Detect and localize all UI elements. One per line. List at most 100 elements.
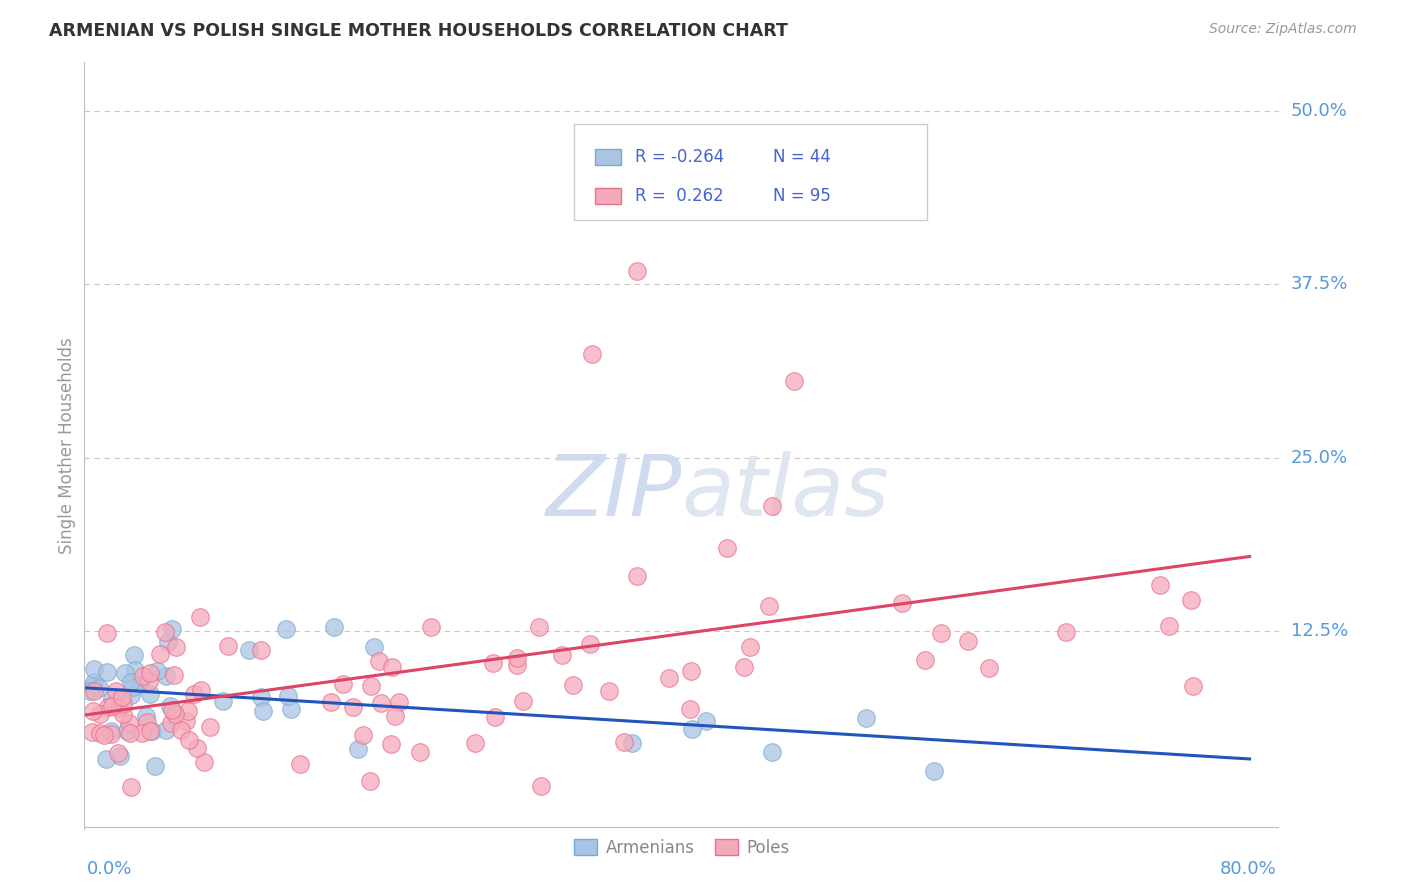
Point: [679, 665, 702, 679]
Text: atlas: atlas: [682, 450, 890, 533]
Point: [198, 720, 221, 734]
Point: [160, 716, 183, 731]
Bar: [595, 149, 621, 165]
Point: [139, 724, 162, 739]
Point: [114, 666, 136, 681]
Point: [733, 659, 755, 673]
Point: [83, 684, 105, 698]
Point: [183, 687, 205, 701]
Text: Source: ZipAtlas.com: Source: ZipAtlas.com: [1209, 22, 1357, 37]
Point: [380, 737, 402, 751]
Point: [128, 677, 150, 691]
Point: [1181, 679, 1204, 693]
Point: [891, 596, 914, 610]
Point: [598, 684, 620, 698]
Point: [581, 347, 603, 361]
Point: [163, 668, 186, 682]
Point: [420, 620, 443, 634]
Point: [138, 674, 160, 689]
Point: [135, 714, 157, 729]
Point: [332, 676, 354, 690]
Point: [388, 695, 411, 709]
Point: [118, 715, 141, 730]
Point: [149, 647, 172, 661]
Point: [83, 675, 105, 690]
Point: [97, 700, 120, 714]
Point: [977, 661, 1000, 675]
Point: [506, 651, 529, 665]
Point: [658, 672, 681, 686]
Point: [464, 736, 486, 750]
Point: [165, 707, 187, 722]
Point: [111, 690, 134, 704]
Point: [370, 696, 392, 710]
Point: [914, 653, 936, 667]
Point: [131, 726, 153, 740]
Y-axis label: Single Mother Households: Single Mother Households: [58, 338, 76, 554]
Point: [160, 622, 183, 636]
Text: ARMENIAN VS POLISH SINGLE MOTHER HOUSEHOLDS CORRELATION CHART: ARMENIAN VS POLISH SINGLE MOTHER HOUSEHO…: [49, 22, 789, 40]
Point: [761, 500, 783, 514]
Point: [321, 695, 343, 709]
Point: [671, 138, 693, 153]
Point: [131, 669, 153, 683]
Point: [363, 640, 385, 654]
Point: [120, 688, 142, 702]
Point: [139, 666, 162, 681]
Point: [118, 726, 141, 740]
Point: [165, 640, 187, 655]
Text: 37.5%: 37.5%: [1291, 276, 1348, 293]
Point: [100, 723, 122, 738]
Point: [695, 714, 717, 728]
Point: [682, 722, 704, 736]
Point: [346, 741, 368, 756]
Point: [957, 633, 980, 648]
Point: [115, 724, 138, 739]
Point: [679, 701, 702, 715]
Point: [1180, 592, 1202, 607]
Point: [177, 732, 200, 747]
Point: [83, 662, 105, 676]
Text: N = 44: N = 44: [773, 148, 831, 166]
Point: [101, 699, 124, 714]
Point: [186, 740, 208, 755]
Point: [288, 757, 311, 772]
Text: R =  0.262: R = 0.262: [636, 187, 724, 205]
Point: [153, 624, 176, 639]
Point: [352, 728, 374, 742]
Text: R = -0.264: R = -0.264: [636, 148, 724, 166]
Point: [855, 711, 877, 725]
Point: [143, 759, 166, 773]
Point: [82, 679, 104, 693]
Text: 12.5%: 12.5%: [1291, 623, 1348, 640]
Point: [562, 678, 585, 692]
Text: 50.0%: 50.0%: [1291, 102, 1347, 120]
Point: [93, 728, 115, 742]
Point: [360, 679, 382, 693]
Point: [107, 746, 129, 760]
Point: [716, 541, 738, 555]
Point: [578, 637, 600, 651]
Point: [322, 620, 344, 634]
Point: [484, 710, 506, 724]
Point: [80, 725, 103, 739]
Point: [110, 749, 132, 764]
Point: [551, 648, 574, 663]
Point: [783, 375, 806, 389]
Point: [105, 684, 128, 698]
Point: [212, 694, 235, 708]
Point: [159, 699, 181, 714]
Point: [96, 665, 118, 679]
Point: [141, 723, 163, 738]
Text: 25.0%: 25.0%: [1291, 449, 1348, 467]
Point: [250, 642, 273, 657]
Point: [381, 659, 404, 673]
Point: [94, 751, 117, 765]
Point: [155, 723, 177, 738]
Point: [160, 703, 183, 717]
Point: [482, 657, 505, 671]
Point: [1054, 625, 1077, 640]
Point: [922, 764, 945, 778]
Point: [384, 709, 406, 723]
Point: [1159, 619, 1181, 633]
